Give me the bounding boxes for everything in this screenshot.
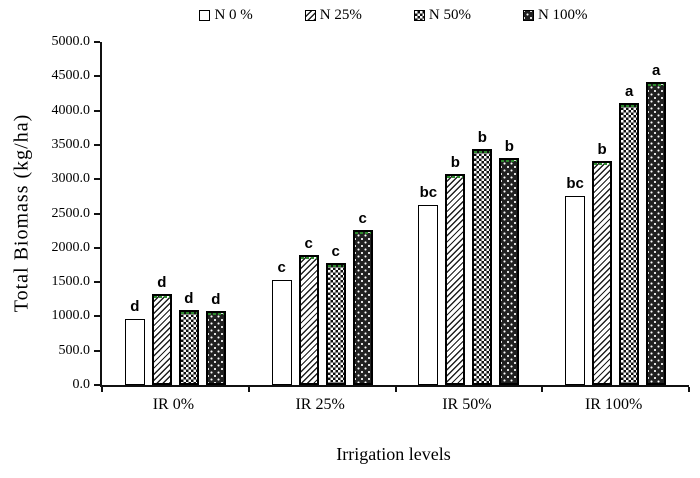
bar-n100-ir0: d — [205, 291, 226, 385]
bar-n25-ir50: b — [445, 155, 466, 385]
bar-n100-ir50: b — [499, 138, 520, 385]
green-cap — [180, 311, 197, 314]
x-tick-mark — [688, 387, 690, 392]
legend-swatch-dots-icon — [522, 9, 534, 21]
x-category-label: IR 100% — [584, 396, 643, 413]
significance-letter: b — [597, 141, 607, 159]
y-tick-label: 5000.0 — [51, 34, 91, 49]
x-category-label: IR 50% — [442, 396, 492, 413]
x-tick-mark — [394, 387, 397, 392]
significance-letter: c — [277, 259, 286, 277]
y-tick-mark — [94, 349, 100, 352]
green-cap — [447, 176, 464, 179]
bar-n25-ir25: c — [298, 236, 319, 385]
y-tick-mark — [94, 41, 100, 43]
y-tick-label: 1500.0 — [51, 274, 91, 290]
significance-letter: a — [651, 61, 661, 79]
significance-letter: d — [157, 273, 167, 291]
legend: N 0 % N 25% N 50% N 100% — [100, 4, 687, 26]
legend-swatch-check-icon — [413, 9, 425, 21]
y-tick-label: 3000.0 — [51, 171, 91, 187]
green-cap — [621, 105, 638, 108]
significance-letter: b — [477, 129, 487, 147]
legend-swatch-diag-icon — [304, 9, 316, 21]
significance-letter: bc — [566, 175, 584, 193]
green-cap — [594, 163, 611, 166]
y-tick-mark — [94, 109, 100, 112]
green-cap — [300, 257, 317, 260]
legend-item: N 0 % — [199, 6, 253, 24]
bar-n50-ir100: a — [619, 84, 640, 385]
x-tick-mark — [101, 387, 103, 392]
y-tick-label: 500.0 — [58, 342, 91, 358]
green-cap — [474, 151, 491, 154]
green-cap — [207, 312, 224, 315]
bar-group-ir50: bc b b b — [396, 42, 543, 385]
bar-n0-ir25: c — [271, 260, 292, 385]
legend-label: N 25% — [319, 6, 362, 23]
legend-item: N 50% — [413, 6, 471, 24]
significance-letter: a — [624, 83, 634, 101]
y-tick-mark — [94, 212, 100, 215]
green-cap — [501, 159, 518, 162]
y-tick-mark — [94, 246, 100, 249]
significance-letter: d — [184, 289, 194, 307]
bar-group-ir100: bc b a a — [542, 42, 689, 385]
legend-label: N 0 % — [214, 6, 253, 23]
y-tick-mark — [94, 384, 100, 386]
bar-n50-ir0: d — [178, 290, 199, 385]
legend-label: N 100% — [537, 6, 588, 23]
significance-letter: c — [331, 242, 340, 260]
bar-n50-ir25: c — [325, 243, 346, 385]
significance-letter: bc — [419, 183, 438, 201]
y-tick-label: 2000.0 — [51, 239, 91, 255]
bar-n0-ir0: d — [124, 299, 145, 385]
y-tick-mark — [94, 315, 100, 318]
y-tick-mark — [94, 143, 100, 146]
x-category-label: IR 25% — [295, 396, 345, 413]
green-cap — [354, 231, 371, 234]
x-tick-mark — [247, 387, 250, 392]
bar-n0-ir50: bc — [418, 184, 439, 385]
y-tick-label: 4500.0 — [51, 68, 91, 84]
y-tick-mark — [94, 75, 100, 78]
y-tick-mark — [94, 178, 100, 181]
y-tick-label: 1000.0 — [51, 308, 91, 324]
green-cap — [153, 295, 170, 298]
legend-swatch-plain-icon — [199, 9, 211, 21]
significance-letter: c — [358, 209, 367, 227]
legend-item: N 25% — [304, 6, 362, 24]
x-category-label: IR 0% — [152, 396, 195, 413]
green-cap — [648, 83, 665, 86]
plot-area: d d d d c c c c bc b b b bc b a a — [94, 41, 690, 392]
significance-letter: b — [504, 137, 514, 155]
legend-label: N 50% — [428, 6, 471, 23]
bar-n100-ir25: c — [352, 210, 373, 385]
significance-letter: c — [304, 235, 313, 253]
bar-groups: d d d d c c c c bc b b b bc b a a — [102, 42, 689, 385]
y-tick-mark — [94, 281, 100, 284]
significance-letter: b — [450, 154, 460, 172]
y-tick-label: 3500.0 — [51, 136, 91, 152]
y-tick-label: 2500.0 — [51, 205, 91, 221]
bar-n50-ir50: b — [472, 130, 493, 385]
significance-letter: d — [211, 290, 221, 308]
bar-n100-ir100: a — [646, 62, 667, 385]
y-tick-label: 4000.0 — [51, 102, 91, 118]
significance-letter: d — [130, 298, 140, 316]
y-tick-label: 0.0 — [72, 377, 91, 392]
bar-n0-ir100: bc — [565, 176, 586, 385]
green-cap — [327, 264, 344, 267]
bar-n25-ir0: d — [151, 274, 172, 385]
x-axis-title: Irrigation levels — [336, 444, 451, 464]
bar-n25-ir100: b — [592, 142, 613, 385]
x-tick-mark — [541, 387, 544, 392]
legend-item: N 100% — [522, 6, 588, 24]
